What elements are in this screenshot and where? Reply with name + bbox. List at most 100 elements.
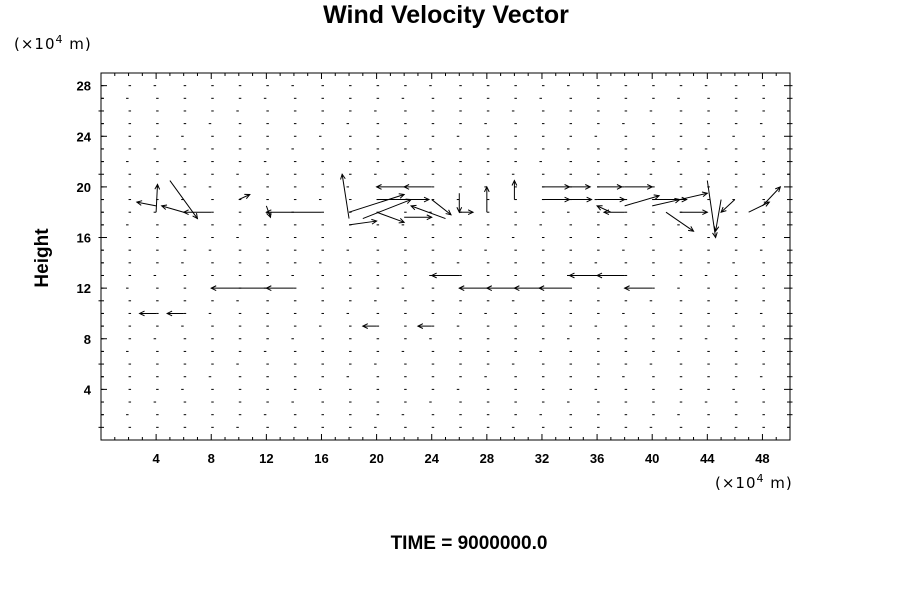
y-tick-label: 8 [84, 332, 91, 347]
wind-vector [375, 184, 405, 190]
wind-vector [409, 204, 446, 220]
wind-vector-head [595, 272, 603, 279]
wind-vector-shaft [665, 211, 694, 232]
wind-vector-head [688, 226, 695, 232]
wind-vector-head [371, 218, 378, 225]
wind-vector [596, 205, 612, 213]
y-tick-label: 28 [77, 79, 91, 94]
y-tick-label: 12 [77, 281, 91, 296]
wind-vector [138, 310, 157, 317]
x-tick-label: 28 [480, 451, 494, 466]
wind-vector-head [653, 194, 661, 200]
wind-vector [376, 211, 406, 224]
grid-dots [98, 85, 793, 428]
wind-vector-shaft [431, 199, 452, 216]
wind-vector-shaft [136, 201, 157, 207]
wind-vector-shaft [652, 199, 680, 207]
wind-vector [404, 214, 433, 221]
wind-vector-shaft [169, 180, 198, 219]
wind-vector-shaft [624, 195, 660, 207]
wind-vector [265, 285, 294, 291]
wind-vector [182, 209, 212, 216]
wind-vector-shaft [348, 220, 377, 226]
wind-vector-head [398, 193, 406, 199]
wind-vector-head [713, 225, 720, 233]
wind-vector [430, 272, 460, 279]
y-tick-label: 4 [84, 382, 92, 397]
wind-vector-head [568, 272, 575, 279]
y-tick-label: 20 [77, 180, 91, 195]
wind-vector-head [720, 206, 727, 213]
wind-vector [679, 209, 709, 216]
wind-vector-head [623, 285, 630, 291]
wind-vector-shaft [348, 194, 405, 213]
wind-vector-head [538, 285, 545, 291]
wind-vector [154, 183, 161, 213]
wind-vector [456, 193, 463, 214]
wind-vector-shaft [748, 201, 770, 213]
wind-vector [762, 186, 782, 207]
wind-vector-shaft [155, 184, 158, 213]
wind-vector-head [154, 183, 161, 190]
wind-vector-head [602, 209, 610, 216]
x-tick-label: 48 [755, 451, 769, 466]
wind-vector [165, 310, 184, 317]
wind-vector-head [467, 209, 475, 216]
wind-vector [101, 199, 102, 201]
wind-vector-head [266, 211, 272, 219]
wind-vector [403, 184, 432, 190]
x-tick-label: 36 [590, 451, 604, 466]
wind-vector-head [483, 185, 490, 193]
y-axis-unit: (×104 m) [14, 33, 92, 53]
y-tick-label: 16 [77, 231, 91, 246]
wind-vector [602, 209, 625, 216]
x-tick-label: 4 [153, 451, 161, 466]
wind-vector-shaft [341, 174, 350, 219]
wind-vector [541, 184, 571, 190]
wind-vector-head [375, 184, 382, 190]
wind-vector [748, 201, 771, 213]
wind-vector-head [265, 285, 272, 291]
x-tick-label: 40 [645, 451, 659, 466]
wind-vector [376, 196, 431, 203]
wind-vector-head [135, 200, 143, 206]
wind-vector [265, 209, 322, 216]
wind-vector-shaft [720, 199, 736, 213]
wind-vector-head [361, 323, 368, 329]
wind-vector [569, 184, 592, 190]
wind-vector [597, 184, 624, 190]
wind-vector-shaft [238, 194, 251, 201]
wind-vector-head [398, 218, 406, 224]
wind-vector [160, 204, 184, 213]
wind-vector-shaft [762, 186, 781, 207]
wind-vector [361, 323, 377, 329]
wind-vector-shaft [706, 180, 717, 238]
wind-vector [624, 184, 654, 190]
x-tick-label: 16 [314, 451, 328, 466]
wind-vector [679, 191, 709, 201]
wind-vector-head [511, 179, 518, 186]
wind-vector-shaft [101, 199, 102, 201]
wind-vector [513, 285, 542, 291]
wind-vector-shaft [376, 211, 405, 223]
wind-vector-head [456, 207, 463, 214]
wind-vector [569, 196, 593, 203]
x-tick-label: 24 [424, 451, 439, 466]
wind-vector-head [619, 196, 626, 203]
wind-vector-shaft [679, 192, 708, 201]
wind-vector-head [340, 173, 346, 180]
wind-vector [665, 211, 695, 232]
wind-vector-head [210, 285, 217, 291]
wind-vector-head [403, 184, 410, 190]
x-tick-label: 44 [700, 451, 715, 466]
chart-title: Wind Velocity Vector [323, 1, 569, 29]
wind-vector-head [192, 213, 199, 220]
wind-vector-head [416, 323, 424, 329]
wind-vector [595, 272, 625, 279]
x-tick-label: 12 [259, 451, 273, 466]
wind-vector-head [616, 184, 624, 190]
wind-vector [340, 173, 350, 219]
wind-vector-head [701, 191, 709, 198]
wind-vector [623, 285, 653, 291]
